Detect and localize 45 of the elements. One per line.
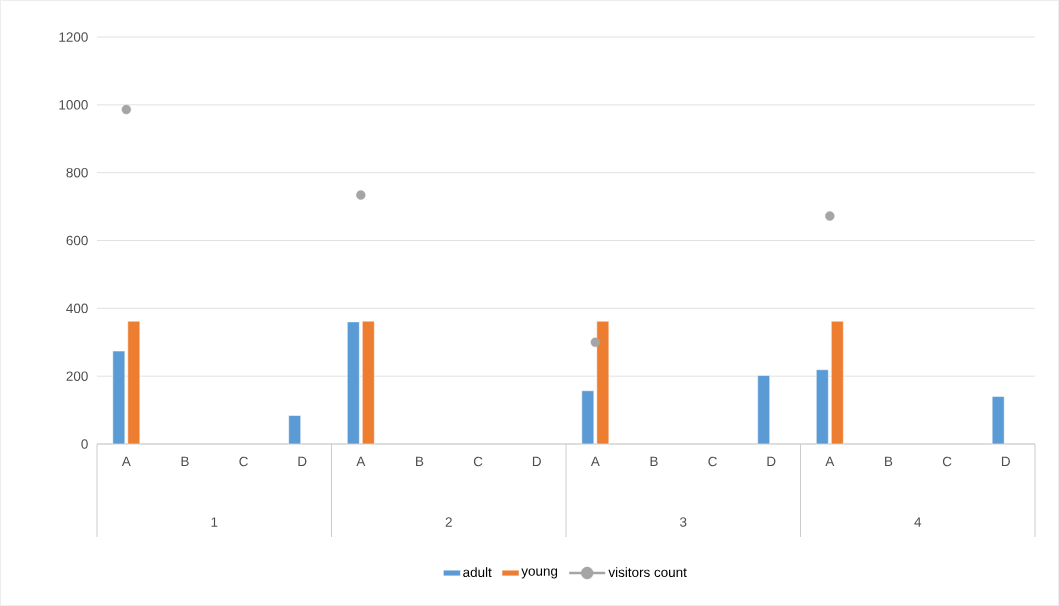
x-tick-label: A <box>825 456 835 466</box>
text: 2 <box>445 517 452 527</box>
y-tick-label: 1000 <box>59 100 88 110</box>
x-tick-label: C <box>473 456 483 467</box>
x-tick-label: D <box>298 456 307 466</box>
y-tick-label: 200 <box>66 371 88 381</box>
x-tick-label: A <box>356 456 366 466</box>
y-tick-label: 400 <box>66 303 88 314</box>
x-tick-label: A <box>590 456 600 466</box>
text: 4 <box>914 517 922 527</box>
x-tick-label: C <box>708 456 717 467</box>
x-tick-label: B <box>416 456 424 466</box>
text: 1 <box>211 517 218 527</box>
text: 3 <box>680 517 687 527</box>
y-tick-label: 800 <box>66 167 88 178</box>
point <box>825 211 835 221</box>
point <box>121 104 132 115</box>
bar <box>757 375 770 445</box>
y-tick-label: 0 <box>81 439 88 449</box>
bar <box>991 396 1005 445</box>
bar <box>362 320 375 445</box>
y-tick-label: 1200 <box>59 32 88 42</box>
x-tick-label: B <box>181 456 189 466</box>
bar <box>816 369 829 445</box>
bar <box>347 321 360 445</box>
point <box>590 337 601 347</box>
x-tick-label: C <box>942 456 952 467</box>
x-tick-label: D <box>532 456 541 466</box>
x-tick-label: B <box>885 456 893 466</box>
bar <box>112 350 126 445</box>
legend-label: young <box>521 568 558 579</box>
x-tick-label: B <box>650 456 658 466</box>
point <box>356 190 366 200</box>
x-tick-label: D <box>1001 456 1010 466</box>
legend-label: adult <box>463 567 492 578</box>
legend-label: visitors count <box>608 567 687 578</box>
x-tick-label: C <box>239 456 248 467</box>
x-tick-label: D <box>767 456 776 466</box>
bar <box>596 320 610 445</box>
bar <box>581 390 595 445</box>
bar <box>127 320 141 445</box>
bar <box>831 320 844 445</box>
x-tick-label: A <box>121 456 131 466</box>
bar <box>288 415 301 445</box>
y-tick-label: 600 <box>66 235 88 246</box>
